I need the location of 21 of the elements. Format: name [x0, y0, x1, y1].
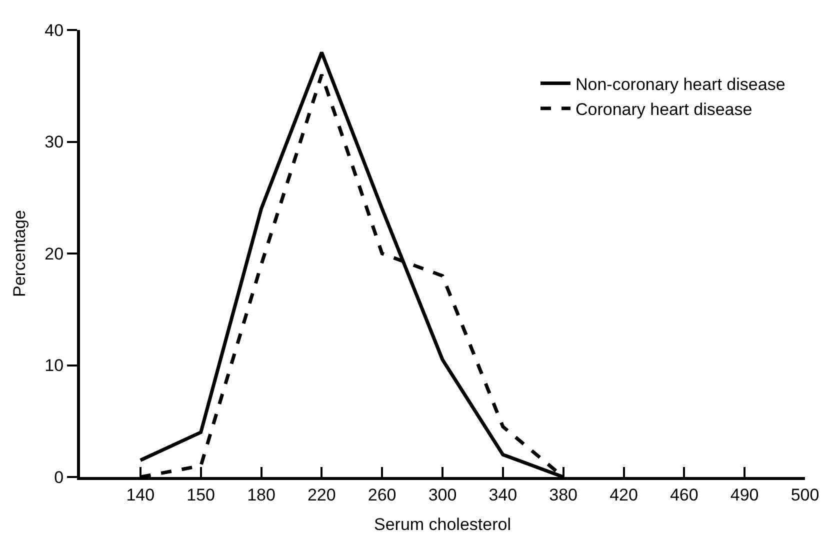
y-tick-label: 30: [44, 132, 64, 152]
y-tick-label: 20: [44, 244, 64, 264]
x-tick-label: 340: [488, 485, 518, 504]
legend-label: Non-coronary heart disease: [576, 74, 786, 94]
y-tick-label: 10: [44, 356, 64, 376]
x-tick-label: 140: [126, 485, 155, 504]
x-tick-label: 420: [610, 485, 638, 504]
x-tick-label: 460: [670, 485, 698, 504]
legend-label: Coronary heart disease: [576, 100, 752, 120]
y-axis-title: Percentage: [10, 210, 30, 297]
y-tick-label: 0: [54, 468, 64, 487]
y-tick-label: 40: [44, 20, 64, 40]
x-tick-label: 380: [549, 485, 578, 504]
x-tick-label: 490: [730, 485, 759, 504]
x-axis-title: Serum cholesterol: [374, 514, 512, 534]
x-tick-label: 260: [368, 485, 396, 504]
x-tick-label: 220: [307, 485, 336, 504]
x-tick-label: 150: [186, 485, 216, 504]
x-tick-label: 300: [428, 485, 457, 504]
x-tick-label: 500: [790, 485, 820, 504]
x-tick-label: 180: [247, 485, 276, 504]
